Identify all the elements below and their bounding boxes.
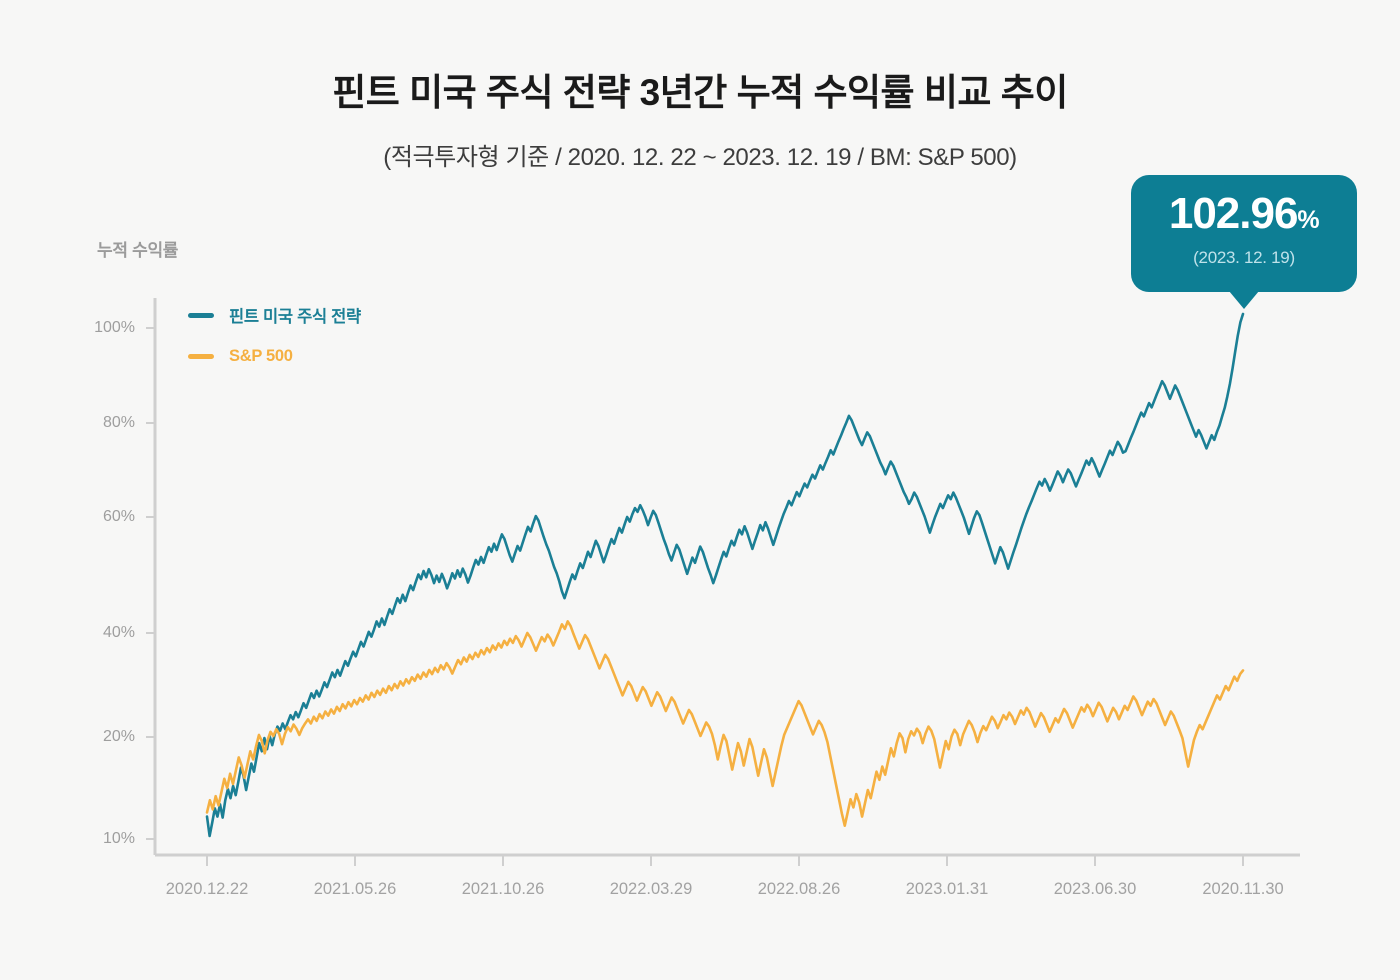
callout-date: (2023. 12. 19) <box>1193 248 1295 267</box>
x-tick-label: 2021.10.26 <box>461 880 545 898</box>
x-tick-label: 2023.01.31 <box>905 880 989 898</box>
chart-legend: 핀트 미국 주식 전략 S&P 500 <box>188 300 361 382</box>
y-tick-label: 60% <box>102 508 135 525</box>
legend-swatch-benchmark <box>188 353 214 359</box>
legend-label-benchmark: S&P 500 <box>229 346 293 365</box>
y-tick-label: 40% <box>102 624 135 641</box>
callout-value: 102.96 <box>1168 189 1299 238</box>
callout-unit: % <box>1297 206 1320 234</box>
title-block: 핀트 미국 주식 전략 3년간 누적 수익률 비교 추이 (적극투자형 기준 /… <box>0 72 1400 172</box>
series-line-benchmark <box>205 620 1245 828</box>
final-value-callout: 102.96% (2023. 12. 19) <box>1131 175 1357 309</box>
callout-value-row: 102.96% <box>1131 192 1357 236</box>
x-tick-label: 2020.12.22 <box>165 880 249 898</box>
x-tick-label: 2021.05.26 <box>313 880 397 898</box>
y-tick-label: 80% <box>102 414 135 431</box>
x-tick-label: 2022.08.26 <box>757 880 841 898</box>
x-tick-label: 2020.11.30 <box>1202 880 1284 898</box>
x-tick-label: 2022.03.29 <box>609 880 693 898</box>
page-title: 핀트 미국 주식 전략 3년간 누적 수익률 비교 추이 <box>332 72 1068 113</box>
y-tick-label: 20% <box>102 728 135 745</box>
legend-label-strategy: 핀트 미국 주식 전략 <box>229 308 361 326</box>
x-tick-label: 2023.06.30 <box>1053 880 1137 898</box>
legend-swatch-strategy <box>188 312 214 318</box>
series-line-strategy <box>205 312 1245 838</box>
legend-item-benchmark[interactable]: S&P 500 <box>188 341 361 371</box>
chart-subtitle: (적극투자형 기준 / 2020. 12. 22 ~ 2023. 12. 19 … <box>383 143 1017 171</box>
y-tick-label: 10% <box>102 830 135 847</box>
legend-item-strategy[interactable]: 핀트 미국 주식 전략 <box>188 300 361 330</box>
y-axis-title: 누적 수익률 <box>97 241 179 260</box>
y-tick-label: 100% <box>94 319 135 336</box>
